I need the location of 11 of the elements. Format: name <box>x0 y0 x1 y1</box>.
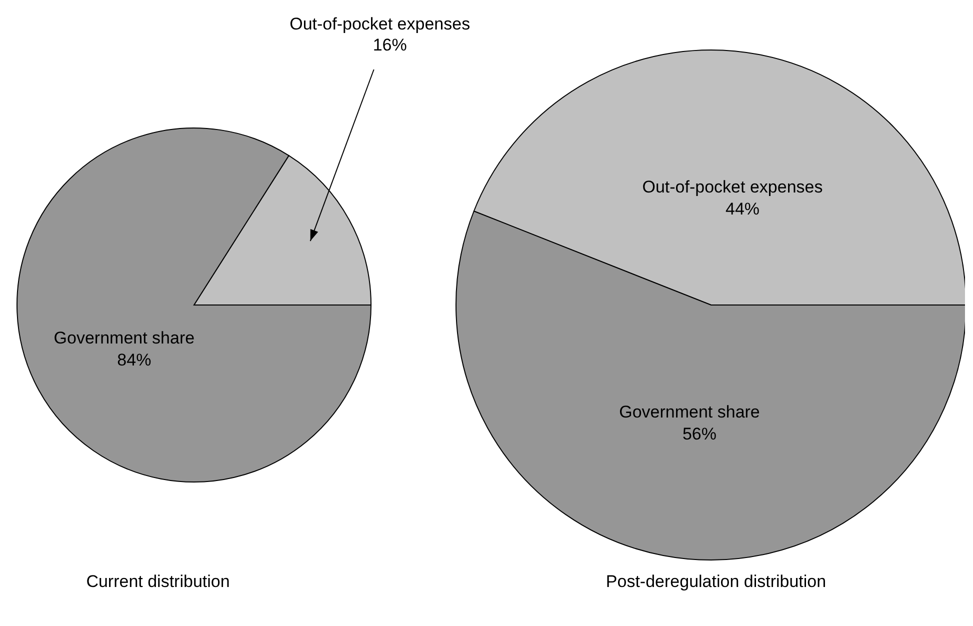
slice-label: Out-of-pocket expenses <box>642 177 823 196</box>
slice-label: Government share <box>54 328 195 348</box>
text: Current distribution <box>85 572 231 592</box>
pie-slice <box>16 128 372 482</box>
data-label: 56% <box>682 424 717 444</box>
text: Post-deregulation distribution <box>604 572 828 592</box>
slice-label: Government share <box>619 402 760 422</box>
data-label: 84% <box>117 350 152 370</box>
data-label: 44% <box>725 199 760 218</box>
slice-label: Out-of-pocket expenses <box>290 14 470 34</box>
data-label: 16% <box>372 36 407 54</box>
